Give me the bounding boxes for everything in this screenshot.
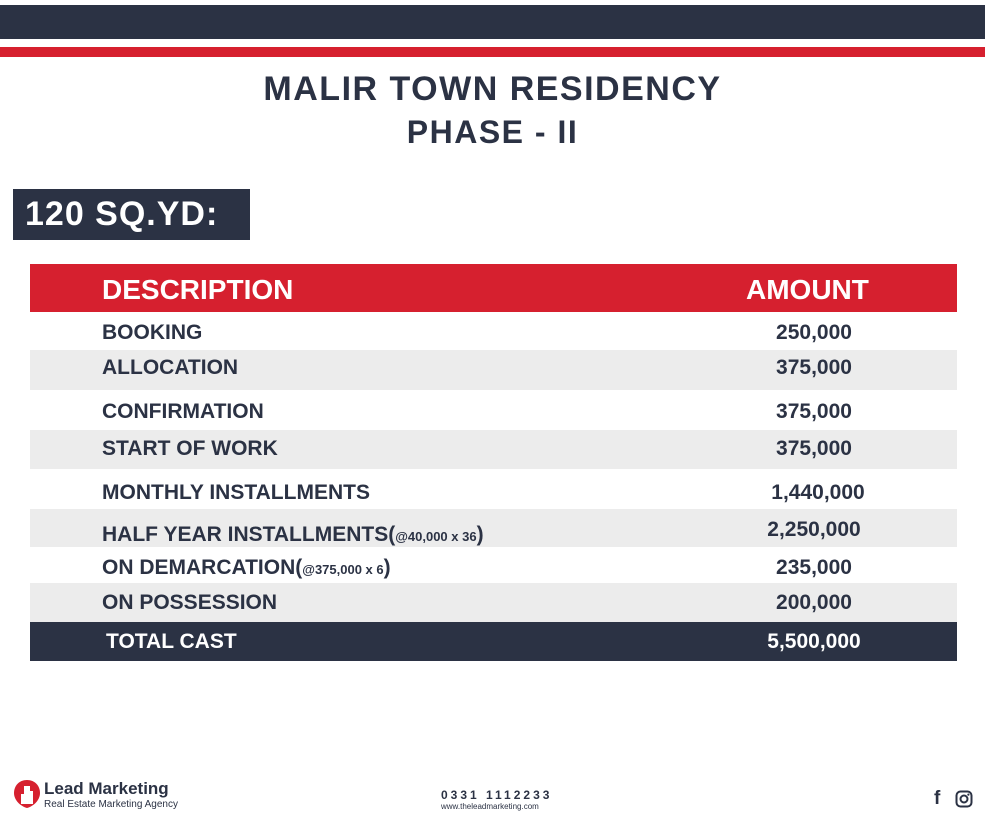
row-description: ON DEMARCATION(@375,000 x 6) [102, 556, 391, 579]
facebook-icon[interactable]: f [934, 788, 941, 809]
row-description: HALF YEAR INSTALLMENTS(@40,000 x 36) [102, 523, 484, 546]
row-description: BOOKING [102, 321, 203, 344]
table-row: HALF YEAR INSTALLMENTS(@40,000 x 36) 2,2… [30, 509, 957, 547]
row-description: CONFIRMATION [102, 400, 264, 423]
row-amount: 250,000 [776, 321, 852, 344]
phone-number[interactable]: 0331 1112233 [441, 788, 553, 802]
row-amount: 200,000 [776, 591, 852, 614]
plot-size-badge: 120 SQ.YD: [13, 189, 250, 240]
row-amount: 2,250,000 [767, 518, 861, 541]
total-label: TOTAL CAST [106, 630, 237, 653]
row-amount: 235,000 [776, 556, 852, 579]
table-row: START OF WORK 375,000 [30, 430, 957, 469]
total-amount: 5,500,000 [767, 630, 861, 653]
table-header: DESCRIPTION AMOUNT [30, 264, 957, 312]
red-stripe [0, 47, 985, 57]
top-banner [0, 5, 985, 39]
brand-name: Lead Marketing [44, 779, 169, 798]
brand-tagline: Real Estate Marketing Agency [44, 799, 178, 810]
table-row: ALLOCATION 375,000 [30, 350, 957, 390]
row-amount: 375,000 [776, 437, 852, 460]
row-note: @375,000 x 6 [302, 562, 384, 577]
page-title: MALIR TOWN RESIDENCY [263, 70, 722, 108]
row-amount: 1,440,000 [771, 481, 865, 504]
row-note: @40,000 x 36 [395, 529, 477, 544]
table-row: CONFIRMATION 375,000 [30, 390, 957, 430]
total-row: TOTAL CAST 5,500,000 [30, 622, 957, 661]
table-row: MONTHLY INSTALLMENTS 1,440,000 [30, 469, 957, 509]
lead-marketing-logo-icon [14, 780, 40, 808]
row-description: ALLOCATION [102, 356, 239, 379]
table-row: ON DEMARCATION(@375,000 x 6) 235,000 [30, 547, 957, 583]
row-description: START OF WORK [102, 437, 278, 460]
table-row: BOOKING 250,000 [30, 312, 957, 350]
description-header: DESCRIPTION [102, 274, 294, 305]
instagram-icon[interactable] [955, 790, 973, 808]
row-amount: 375,000 [776, 400, 852, 423]
website-link[interactable]: www.theleadmarketing.com [441, 802, 539, 811]
page-subtitle: PHASE - II [406, 114, 579, 150]
row-description: MONTHLY INSTALLMENTS [102, 481, 370, 504]
amount-header: AMOUNT [746, 274, 869, 305]
payment-plan-table: DESCRIPTION AMOUNT BOOKING 250,000 ALLOC… [30, 264, 957, 661]
row-description: ON POSSESSION [102, 591, 278, 614]
row-amount: 375,000 [776, 356, 852, 379]
table-row: ON POSSESSION 200,000 [30, 583, 957, 622]
